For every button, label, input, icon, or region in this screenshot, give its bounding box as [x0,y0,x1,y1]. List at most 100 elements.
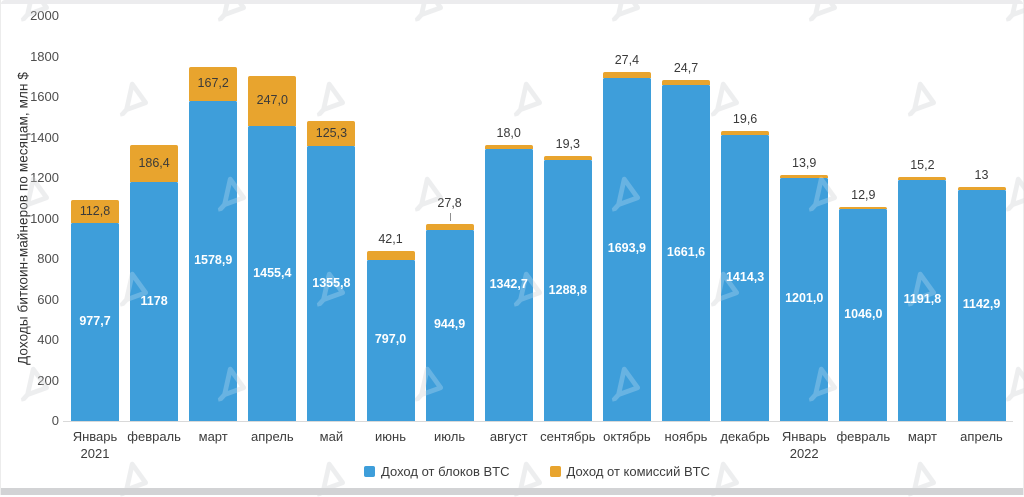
bar-fees-февраль [130,144,179,183]
legend-swatch-icon [549,466,561,477]
bar-blocks-июль [425,229,474,421]
bar-blocks-июнь [366,259,415,421]
y-tick-label: 1400 [30,129,59,145]
blocks-value-label: 1355,8 [312,275,351,290]
blocks-value-label: 1178 [140,293,168,308]
x-tick-label: июль [434,429,466,444]
bar-fees-октябрь [602,72,651,78]
bar-fees-август [484,145,533,150]
bar-fees-март [898,176,947,180]
bar-fees-Январь-2021 [71,200,119,223]
bar-fees-апрель [957,186,1006,190]
blocks-value-label: 1046,0 [844,307,883,322]
y-tick-label: 1200 [30,170,59,185]
y-tick-label: 1600 [30,89,59,104]
x-tick-label: апрель [960,429,1003,444]
forklog-watermark-icon [119,81,149,117]
x-axis-line [63,421,1013,422]
x-tick-label: март [907,429,937,444]
fees-value-label: 12,9 [851,187,876,202]
y-tick-label: 200 [37,372,59,388]
x-tick-label: февраль [836,429,891,444]
forklog-watermark-icon [907,81,937,117]
fees-value-label: 167,2 [197,76,229,91]
bar-blocks-декабрь [721,134,770,421]
fees-value-label: 13,9 [792,155,817,170]
fees-value-label: 18,0 [496,126,521,141]
bar-fees-декабрь [721,130,770,135]
forklog-watermark-icon [513,81,543,117]
x-tick-label: май [319,429,344,444]
bar-fees-июль [425,224,474,230]
y-tick-label: 0 [51,413,59,428]
fees-value-label: 24,7 [673,60,699,75]
fees-value-label: 42,1 [378,232,403,247]
x-tick-label: октябрь [603,429,651,444]
bar-blocks-апрель [957,189,1006,421]
x-tick-label: декабрь [720,429,770,444]
bar-blocks-апрель [248,126,297,421]
fees-value-label: 27,8 [437,196,462,211]
x-tick-label: Январь [781,429,827,444]
bar-fees-июнь [366,251,415,260]
legend-label: Доход от комиссий BTC [566,464,710,479]
bar-blocks-ноябрь [662,84,710,421]
y-tick-label: 600 [37,291,59,307]
blocks-value-label: 1578,9 [194,253,233,268]
legend-swatch-icon [364,466,376,477]
fees-value-label: 13 [974,167,989,182]
blocks-value-label: 1288,8 [548,282,587,297]
x-tick-label: февраль [127,429,181,444]
bar-fees-Январь-2022 [780,174,829,178]
x-tick-year-label: 2022 [789,446,819,461]
bar-blocks-май [307,146,356,421]
blocks-value-label: 1201,0 [785,291,824,306]
bar-blocks-март [898,179,947,421]
fees-value-label: 186,4 [138,155,170,170]
x-tick-label: апрель [250,429,294,444]
fees-value-label: 112,8 [79,203,111,218]
blocks-value-label: 797,0 [374,332,407,347]
x-tick-label: Январь [72,429,118,444]
forklog-watermark-icon [119,81,149,117]
bar-blocks-февраль [839,209,888,421]
legend-item-blocks: Доход от блоков BTC [364,464,510,479]
bar-fees-апрель [248,76,297,127]
y-tick-label: 1800 [30,48,59,64]
blocks-value-label: 1693,9 [607,241,647,256]
page-bottom-edge [1,488,1023,495]
fees-value-label: 247,0 [256,93,288,108]
bar-blocks-август [484,149,533,421]
blocks-value-label: 1455,4 [253,265,292,280]
blocks-value-label: 1414,3 [725,269,765,284]
y-tick-label: 400 [37,332,59,347]
y-tick-label: 1000 [30,210,59,226]
bar-fees-февраль [839,206,888,210]
bar-blocks-Январь-2022 [780,177,829,421]
bar-fees-май [307,121,356,147]
forklog-watermark-icon [316,81,346,117]
y-tick-label: 2000 [30,8,59,23]
y-tick-label: 800 [37,251,59,266]
bar-fees-март [189,67,238,102]
bar-blocks-сентябрь [543,160,592,421]
x-tick-label: март [198,429,228,444]
fees-value-label: 27,4 [614,53,640,68]
fees-value-label: 19,6 [732,111,758,126]
legend-item-fees: Доход от комиссий BTC [549,464,710,479]
bar-blocks-Январь-2021 [71,223,119,421]
page-top-edge [1,0,1023,4]
x-tick-label: ноябрь [664,429,708,444]
bar-fees-сентябрь [543,156,592,161]
x-tick-label: август [489,429,528,444]
fees-value-label: 15,2 [910,157,935,172]
blocks-value-label: 1342,7 [489,277,528,292]
forklog-watermark-icon [316,81,346,117]
bar-blocks-март [189,101,238,421]
legend: Доход от блоков BTC Доход от комиссий BTC [61,464,1013,479]
label-leader-line [449,213,451,222]
blocks-value-label: 1661,6 [666,244,706,259]
blocks-value-label: 977,7 [79,314,111,328]
forklog-watermark-icon [513,81,543,117]
